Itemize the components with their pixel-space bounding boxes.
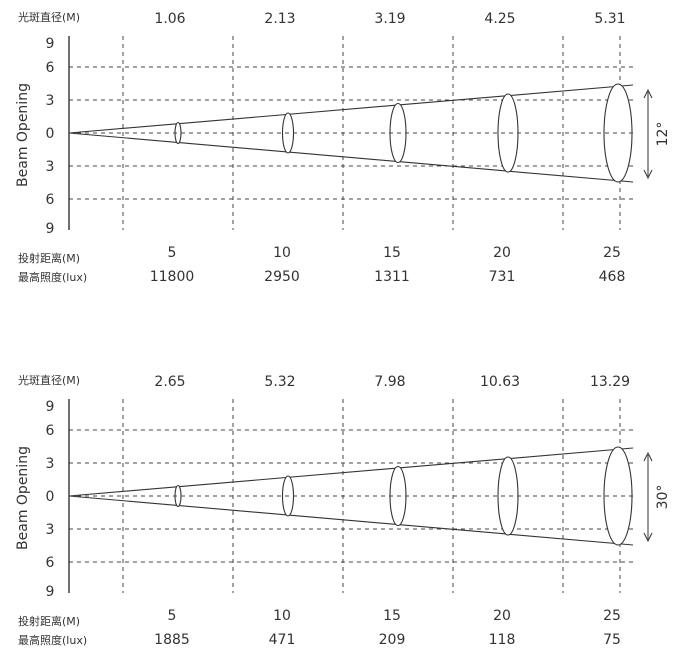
beam-opening-label: Beam Opening [15, 83, 31, 187]
distance-value: 25 [603, 245, 621, 261]
distance-value: 5 [168, 608, 177, 624]
y-tick-label: 9 [46, 36, 55, 52]
spot-diameter-value: 10.63 [480, 374, 520, 390]
spot-diameter-value: 3.19 [374, 11, 405, 27]
distance-value: 15 [383, 608, 401, 624]
distance-label: 投射距离(M) [18, 614, 80, 628]
beam-opening-label: Beam Opening [15, 446, 31, 550]
y-tick-label: 3 [46, 93, 55, 109]
y-tick-label: 3 [46, 522, 55, 538]
y-tick-label: 6 [46, 192, 55, 208]
distance-value: 20 [493, 608, 511, 624]
distance-value: 10 [273, 608, 291, 624]
spot-diameter-value: 1.06 [154, 11, 185, 27]
illuminance-value: 471 [269, 632, 296, 648]
illuminance-value: 468 [599, 269, 626, 285]
distance-value: 25 [603, 608, 621, 624]
illuminance-value: 11800 [150, 269, 195, 285]
beam-upper-edge [68, 447, 634, 497]
beam-angle-label: 30° [655, 485, 671, 510]
y-tick-label: 9 [46, 221, 55, 237]
distance-value: 15 [383, 245, 401, 261]
illuminance-label: 最高照度(lux) [18, 633, 87, 647]
spot-diameter-value: 13.29 [590, 374, 630, 390]
spot-diameter-value: 5.32 [264, 374, 295, 390]
beam-angle-label: 12° [655, 122, 671, 147]
beam-lower-edge [68, 132, 634, 183]
illuminance-value: 1885 [154, 632, 190, 648]
y-tick-label: 9 [46, 584, 55, 600]
spot-diameter-value: 2.65 [154, 374, 185, 390]
spot-diameter-label: 光斑直径(M) [18, 373, 80, 387]
illuminance-value: 2950 [264, 269, 300, 285]
arrow-head-down [643, 169, 653, 180]
illuminance-value: 1311 [374, 269, 410, 285]
illuminance-value: 209 [379, 632, 406, 648]
y-tick-label: 3 [46, 159, 55, 175]
y-tick-label: 0 [46, 489, 55, 505]
arrow-head-down [643, 532, 653, 543]
illuminance-label: 最高照度(lux) [18, 270, 87, 284]
distance-value: 5 [168, 245, 177, 261]
beam-upper-edge [68, 84, 634, 134]
distance-value: 20 [493, 245, 511, 261]
y-tick-label: 9 [46, 399, 55, 415]
y-tick-label: 6 [46, 60, 55, 76]
illuminance-value: 731 [489, 269, 516, 285]
y-tick-label: 3 [46, 456, 55, 472]
distance-value: 10 [273, 245, 291, 261]
arrow-head-up [643, 451, 653, 462]
illuminance-value: 118 [489, 632, 516, 648]
y-tick-label: 0 [46, 126, 55, 142]
spot-diameter-label: 光斑直径(M) [18, 10, 80, 24]
spot-diameter-value: 2.13 [264, 11, 295, 27]
spot-diameter-value: 5.31 [594, 11, 625, 27]
arrow-head-up [643, 88, 653, 99]
spot-diameter-value: 4.25 [484, 11, 515, 27]
distance-label: 投射距离(M) [18, 251, 80, 265]
beam-lower-edge [68, 495, 634, 546]
y-tick-label: 6 [46, 555, 55, 571]
y-tick-label: 6 [46, 423, 55, 439]
spot-diameter-value: 7.98 [374, 374, 405, 390]
illuminance-value: 75 [603, 632, 621, 648]
